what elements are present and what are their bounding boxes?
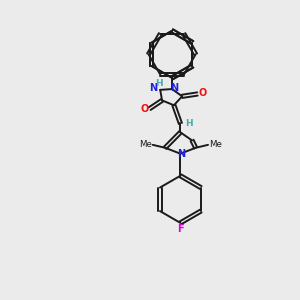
Text: Me: Me (139, 140, 152, 149)
Text: O: O (140, 104, 148, 114)
Text: N: N (149, 83, 157, 93)
Text: O: O (199, 88, 207, 98)
Text: N: N (170, 83, 178, 93)
Text: Me: Me (209, 140, 222, 149)
Text: H: H (185, 119, 192, 128)
Text: N: N (177, 149, 185, 159)
Text: H: H (155, 79, 163, 88)
Text: F: F (177, 224, 184, 234)
